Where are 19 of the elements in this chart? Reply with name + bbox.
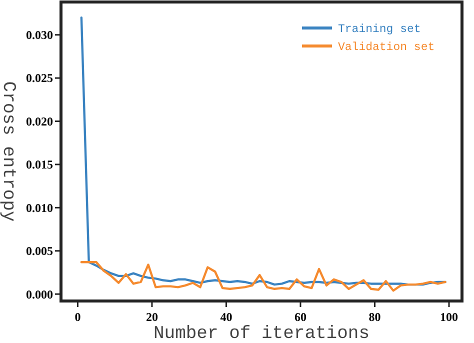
y-tick-label: 0.020: [26, 114, 53, 128]
y-tick-label: 0.030: [26, 28, 53, 42]
y-axis-title: Cross entropy: [0, 81, 18, 222]
line-series: [80, 261, 446, 292]
y-tick-label: 0.000: [26, 287, 53, 302]
y-tick-label: 0.025: [26, 71, 53, 86]
y-tick-label: 0.015: [26, 158, 53, 172]
x-tick-label: 20: [146, 310, 158, 324]
legend-label: Validation set: [338, 41, 435, 54]
x-axis-title: Number of iterations: [153, 324, 370, 343]
line-series: [80, 16, 446, 286]
x-tick-label: 100: [440, 310, 458, 324]
y-tick-label: 0.005: [26, 244, 53, 258]
x-tick-label: 40: [220, 310, 232, 324]
x-tick-label: 60: [294, 310, 306, 324]
x-tick-label: 80: [368, 310, 381, 324]
legend-label: Training set: [338, 23, 421, 36]
x-tick-label: 0: [74, 310, 81, 324]
y-tick-label: 0.010: [26, 200, 53, 215]
